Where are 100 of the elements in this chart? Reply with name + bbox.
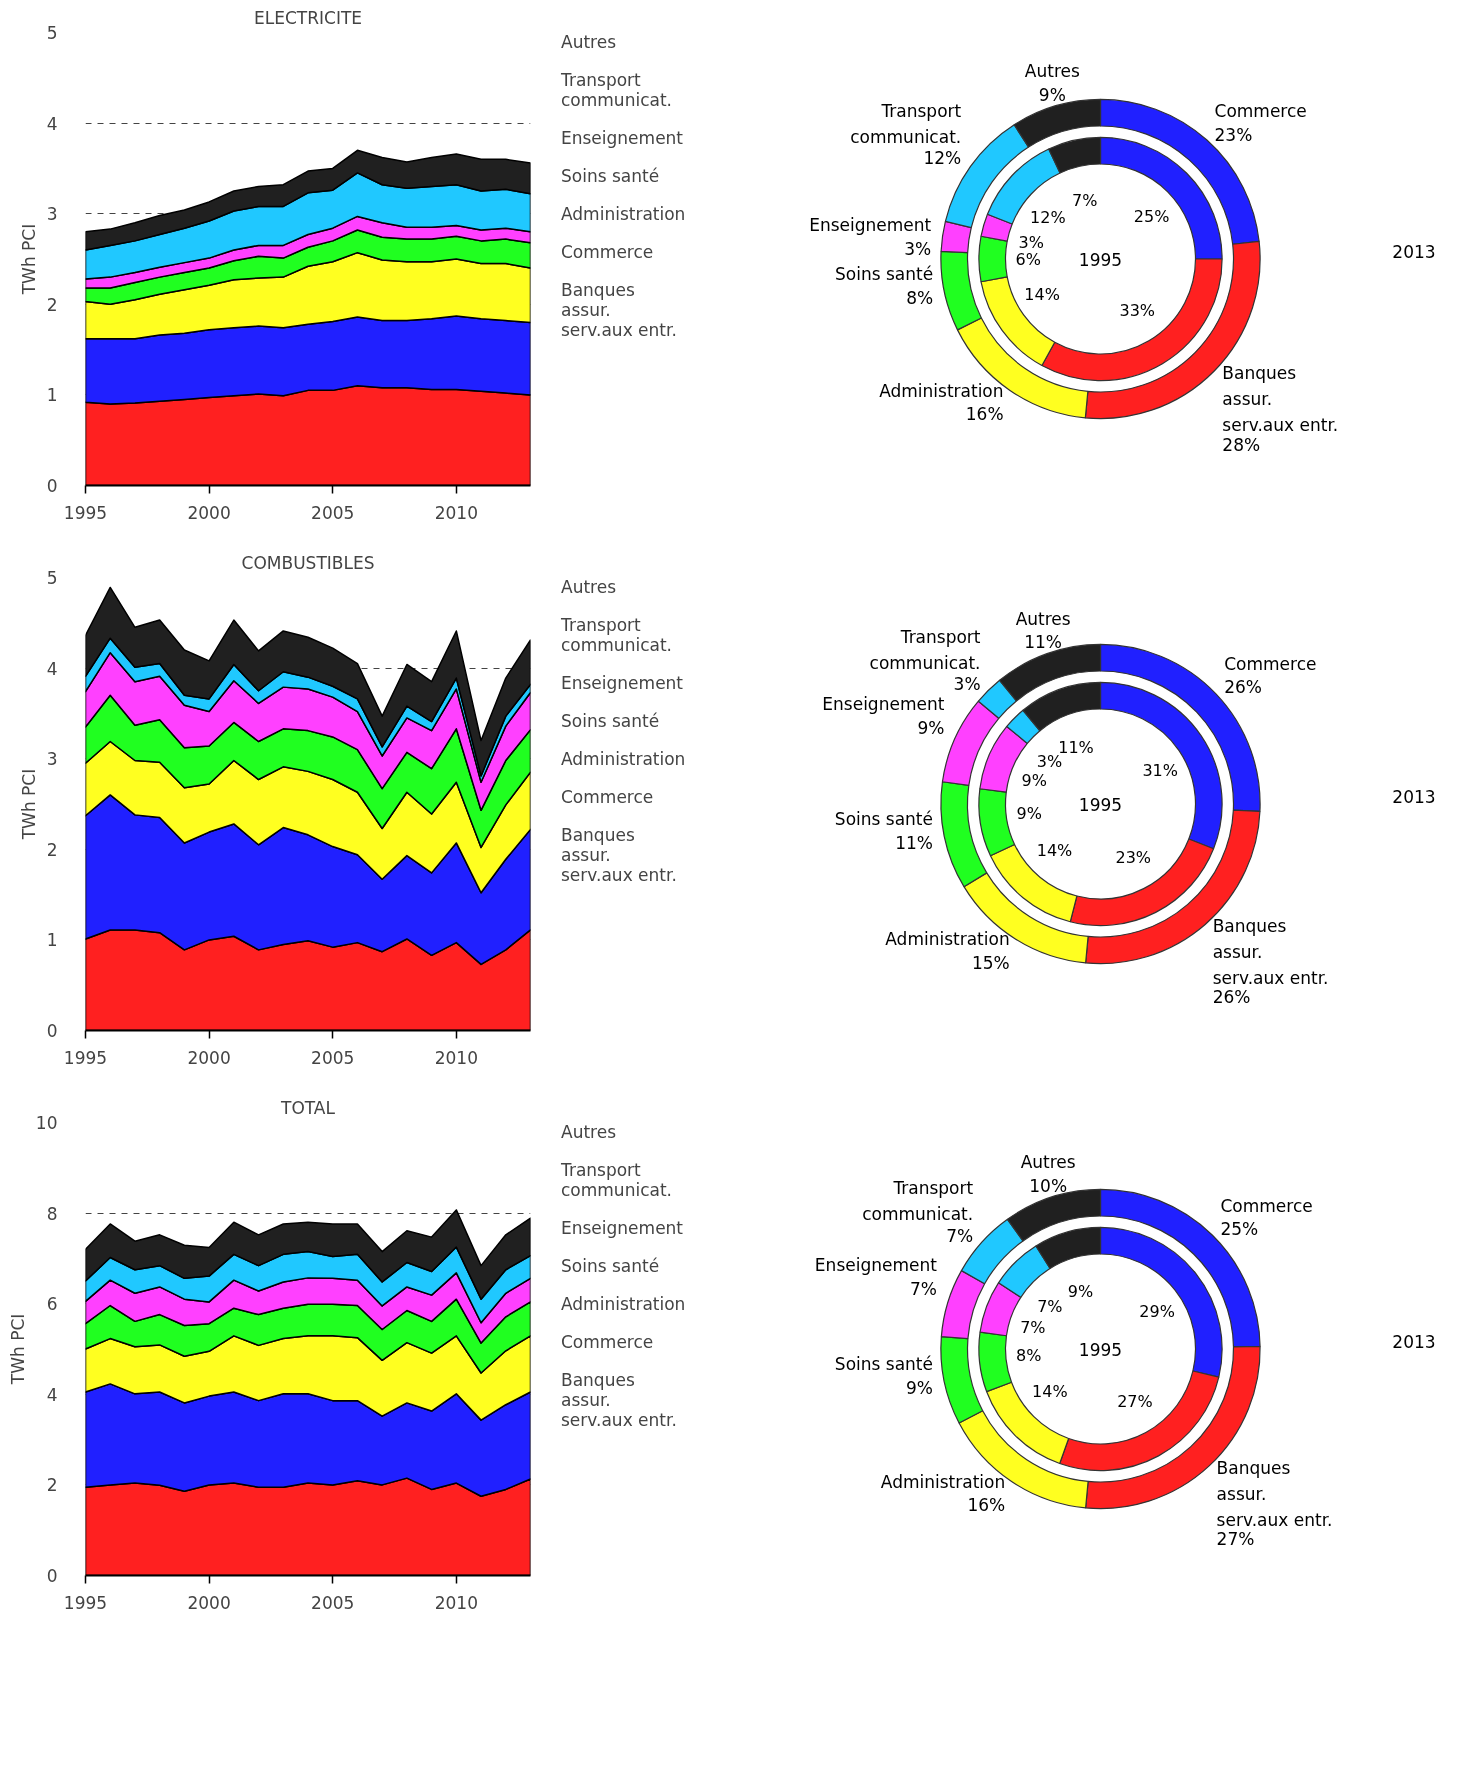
data-label: 10% bbox=[1029, 1175, 1068, 1196]
series-label: Enseignement bbox=[561, 673, 684, 693]
y-tick-label: 1 bbox=[46, 385, 58, 406]
slice-label: Autres bbox=[1015, 608, 1071, 629]
data-label: 12% bbox=[923, 148, 962, 169]
x-tick-label: 1995 bbox=[63, 1047, 108, 1068]
series-label: Administration bbox=[561, 749, 686, 769]
data-label: 25% bbox=[1133, 207, 1170, 227]
slice-label: Autres bbox=[1024, 61, 1080, 82]
data-label: 26% bbox=[1212, 987, 1251, 1008]
slice-label: 2013 bbox=[1392, 1331, 1436, 1352]
data-label: 3% bbox=[904, 238, 932, 259]
y-tick-label: 6 bbox=[46, 1294, 58, 1315]
data-label: 9% bbox=[906, 1377, 933, 1398]
slice-label: Soins santé bbox=[834, 1353, 933, 1374]
y-tick-label: 3 bbox=[46, 204, 58, 225]
y-tick-label: 1 bbox=[46, 930, 58, 951]
x-tick-label: 2000 bbox=[187, 1047, 231, 1068]
y-axis-title: TWh PCI bbox=[18, 223, 39, 296]
chart-title: TOTAL bbox=[280, 1097, 336, 1118]
data-label: 6% bbox=[1015, 249, 1041, 269]
data-label: 29% bbox=[1139, 1302, 1175, 1322]
slice-label: Transport communicat. bbox=[850, 100, 962, 147]
text: Autres bbox=[561, 577, 617, 597]
slice-label: Commerce bbox=[1224, 653, 1317, 674]
data-label: 11% bbox=[1024, 632, 1063, 653]
y-tick-label: 8 bbox=[46, 1203, 58, 1224]
data-label: 14% bbox=[1036, 840, 1073, 860]
data-label: 9% bbox=[1021, 770, 1047, 790]
y-axis-title: TWh PCI bbox=[18, 768, 39, 841]
slice-label: Soins santé bbox=[834, 808, 933, 829]
slice-label: Commerce bbox=[1220, 1195, 1313, 1216]
slice-label: Administration bbox=[885, 929, 1010, 950]
data-label: 7% bbox=[1072, 190, 1098, 210]
x-tick-label: 2010 bbox=[434, 1047, 478, 1068]
data-label: 9% bbox=[1016, 803, 1042, 823]
data-label: 7% bbox=[909, 1279, 937, 1300]
slice-label: 2013 bbox=[1392, 786, 1436, 807]
text: Enseignement bbox=[561, 128, 684, 148]
data-label: 23% bbox=[1115, 847, 1152, 867]
text: Soins santé bbox=[561, 1256, 660, 1276]
slice-label: 2013 bbox=[1392, 241, 1436, 262]
data-label: 15% bbox=[971, 952, 1010, 973]
text: Commerce bbox=[561, 1332, 654, 1352]
text: Autres bbox=[561, 1122, 617, 1142]
data-label: 8% bbox=[906, 288, 934, 309]
x-tick-label: 2000 bbox=[187, 1592, 231, 1613]
slice-label: Commerce bbox=[1214, 100, 1307, 121]
slice-label: 1995 bbox=[1078, 249, 1123, 270]
y-tick-label: 0 bbox=[46, 1021, 58, 1041]
text: Administration bbox=[561, 1294, 686, 1314]
data-label: 33% bbox=[1119, 301, 1156, 321]
data-label: 16% bbox=[967, 1495, 1006, 1516]
y-axis-title: TWh PCI bbox=[7, 1313, 28, 1386]
data-label: 14% bbox=[1024, 284, 1060, 304]
data-label: 26% bbox=[1224, 677, 1262, 698]
data-label: 3% bbox=[1018, 232, 1044, 252]
data-label: 27% bbox=[1216, 1529, 1255, 1550]
slice-label: Administration bbox=[879, 380, 1004, 401]
slice-label: Transport communicat. bbox=[869, 626, 981, 673]
text: Commerce bbox=[561, 242, 654, 262]
data-label: 25% bbox=[1220, 1219, 1259, 1240]
data-label: 7% bbox=[1037, 1296, 1063, 1316]
text: Enseignement bbox=[561, 1218, 684, 1238]
slice-label: Administration bbox=[880, 1471, 1006, 1492]
slice-label: Banques assur. serv.aux entr. bbox=[1222, 363, 1339, 436]
series-label: Soins santé bbox=[561, 711, 660, 731]
y-tick-label: 2 bbox=[46, 1475, 58, 1496]
x-tick-label: 2010 bbox=[434, 1592, 478, 1613]
slice-label: 1995 bbox=[1078, 1339, 1123, 1360]
x-tick-label: 2010 bbox=[434, 502, 478, 523]
data-label: 14% bbox=[1032, 1382, 1068, 1402]
y-tick-label: 3 bbox=[46, 749, 58, 770]
text: Commerce bbox=[561, 787, 654, 807]
slice-label: Soins santé bbox=[835, 264, 934, 285]
data-label: 8% bbox=[1016, 1346, 1042, 1366]
text: Transport communicat. bbox=[561, 615, 672, 655]
data-label: 27% bbox=[1117, 1392, 1153, 1412]
x-tick-label: 1995 bbox=[63, 502, 108, 523]
data-label: 11% bbox=[895, 832, 933, 853]
text: Soins santé bbox=[561, 166, 660, 186]
text: Transport communicat. bbox=[561, 1160, 672, 1200]
x-tick-label: 2005 bbox=[311, 502, 355, 523]
chart-title: COMBUSTIBLES bbox=[241, 552, 375, 573]
slice-label: Enseignement bbox=[822, 693, 945, 714]
data-label: 9% bbox=[1038, 84, 1066, 105]
y-tick-label: 0 bbox=[46, 1566, 58, 1586]
text: Banques assur. serv.aux entr. bbox=[561, 280, 677, 340]
slice-label: Enseignement bbox=[809, 215, 932, 236]
chart-title: ELECTRICITE bbox=[253, 7, 363, 28]
x-tick-label: 1995 bbox=[63, 1592, 108, 1613]
data-label: 3% bbox=[953, 674, 981, 695]
text: Banques assur. serv.aux entr. bbox=[561, 825, 677, 885]
y-tick-label: 2 bbox=[46, 839, 58, 860]
slice-label: Autres bbox=[1020, 1152, 1076, 1173]
data-label: 9% bbox=[917, 717, 945, 738]
slice-label: 1995 bbox=[1078, 794, 1123, 815]
y-tick-label: 2 bbox=[46, 294, 58, 315]
y-tick-label: 10 bbox=[35, 1113, 58, 1133]
y-tick-label: 0 bbox=[46, 476, 58, 496]
